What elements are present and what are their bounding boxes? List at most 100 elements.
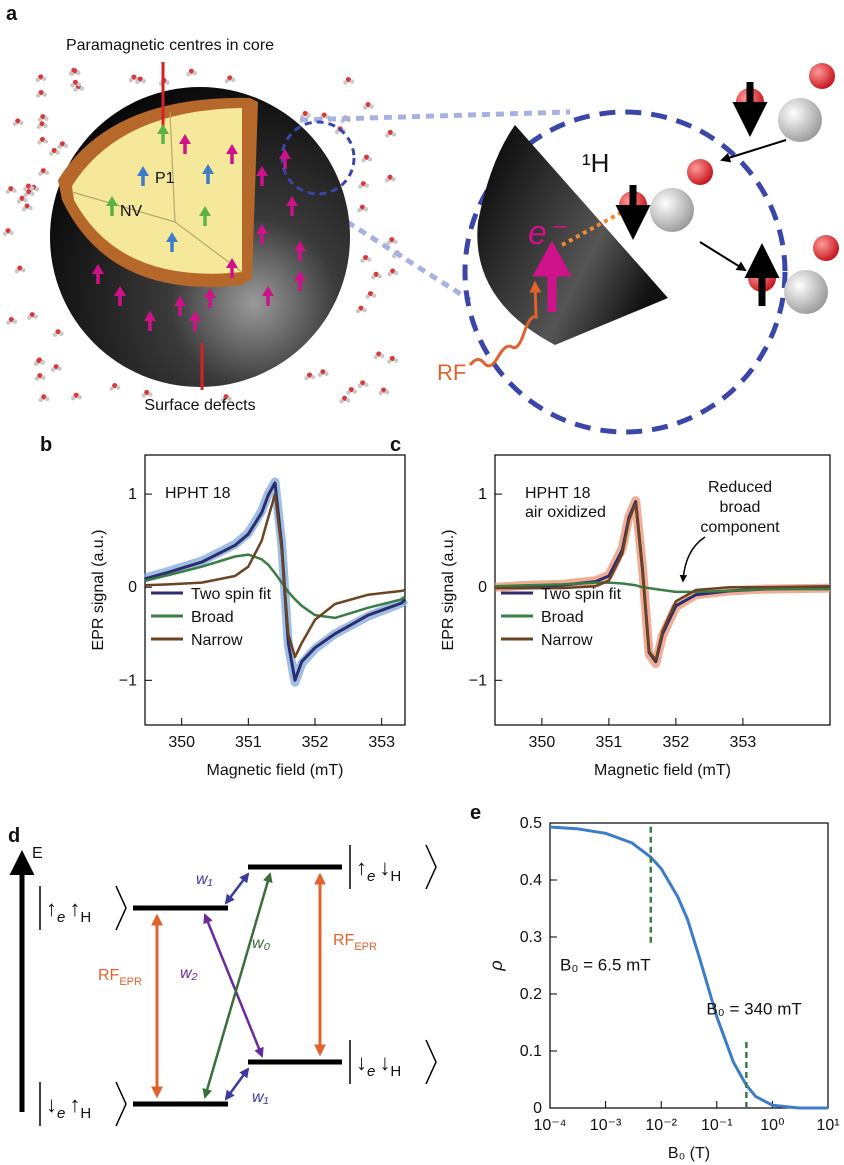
hydrogen (355, 309, 361, 314)
hydrogen (40, 360, 45, 365)
oxygen (29, 312, 35, 318)
x-tick-label: 10⁻¹ (701, 1117, 733, 1134)
spin-head (166, 232, 178, 242)
subscript: H (390, 868, 401, 885)
y-tick-label: 0 (533, 1100, 542, 1117)
subscript: H (390, 1063, 401, 1080)
spin-head (144, 311, 156, 321)
ket-bracket (425, 1039, 437, 1085)
hydrogen (33, 361, 39, 366)
hydrogen (306, 113, 311, 118)
spin-head (157, 124, 169, 134)
hydrogen (45, 396, 50, 402)
spin-head (114, 286, 126, 296)
rate-label: w₁ (196, 871, 213, 888)
hydrogen (57, 144, 62, 150)
hydrogen (186, 72, 191, 77)
rf-sub: EPR (354, 941, 377, 953)
ket: ↑e ↑H (46, 896, 91, 926)
hydrogen (380, 353, 385, 359)
oxygen (363, 154, 370, 160)
hydrogen (76, 70, 81, 76)
oxygen (59, 141, 66, 147)
hydrogen (135, 79, 140, 85)
hydrogen (55, 150, 60, 155)
hydrogen (12, 121, 17, 127)
hydrogen (28, 205, 33, 211)
exchange-arrow (699, 241, 747, 272)
charts: b 350 351 352 353 −1 0 1 Magnetic field (mT) EPR … (40, 434, 840, 1162)
subscript: e (367, 868, 375, 885)
rf-main: RF (333, 932, 355, 949)
hydrogen-atom (778, 98, 822, 142)
oxygen (72, 79, 79, 85)
subscript: e (57, 909, 65, 926)
oxygen (15, 118, 21, 124)
hydrogen (23, 198, 28, 203)
oxygen (8, 186, 14, 192)
legend-label: Two spin fit (191, 586, 272, 603)
annotation: HPHT 18 (165, 485, 231, 502)
proton-label: ¹H (582, 148, 609, 178)
hydrogen (57, 366, 62, 371)
oxygen-atom (687, 159, 713, 185)
oxygen (390, 268, 396, 274)
x-tick-label: 10⁰ (760, 1117, 784, 1134)
hydrogen (59, 331, 64, 336)
y-tick-label: 1 (478, 486, 487, 503)
legend-label: Narrow (541, 632, 593, 649)
hydrogen (34, 187, 40, 192)
hydrogen (44, 170, 50, 175)
hydrogen (357, 207, 362, 213)
spin-head (286, 196, 298, 206)
panel-d: d E w₁ w₁ w₂ w₀ RFEPR RFEPR ↑e ↑H↑e ↓H↓e ↓H… (8, 825, 437, 1127)
data-band (143, 477, 409, 687)
spin-arrows (92, 124, 306, 331)
x-tick-label: 350 (529, 734, 556, 751)
core-label: Paramagnetic centres in core (66, 37, 274, 54)
nv-label: NV (120, 203, 143, 220)
hydrogen (69, 71, 75, 77)
legend-label: Broad (541, 609, 584, 626)
hydrogen (35, 77, 40, 83)
y-tick-label: 0.5 (520, 815, 542, 832)
panel-a: a Paramagnetic centres in core Surface d… (2, 3, 839, 435)
oxygen (40, 114, 46, 120)
y-tick-label: −1 (119, 672, 137, 689)
oxygen (306, 372, 313, 378)
hydrogen (29, 191, 35, 196)
spin: ↑ (46, 896, 57, 921)
hydrogen (44, 116, 49, 121)
hydrogen (77, 395, 82, 400)
oxygen (358, 305, 364, 311)
panel-label: a (6, 3, 18, 25)
line (549, 825, 828, 1110)
rate-label: w₀ (252, 935, 271, 952)
spin-head (137, 166, 149, 176)
x-tick-label: 10¹ (816, 1117, 839, 1134)
oxygen (5, 228, 11, 234)
hydrogen (317, 372, 323, 378)
y-tick-label: 0 (128, 579, 137, 596)
states: ↑e ↑H↑e ↓H↓e ↓H↓e ↑H (39, 844, 437, 1127)
spin: ↓ (356, 1050, 367, 1075)
oxygen (376, 351, 382, 357)
zoom-circle (462, 109, 788, 435)
hydrogen (231, 77, 236, 83)
hydrogen (5, 189, 11, 194)
oxygen (188, 68, 195, 74)
hydrogen (227, 396, 232, 401)
x-tick-label: 352 (663, 734, 690, 751)
x-tick-label: 352 (302, 734, 329, 751)
p1-label: P1 (155, 170, 175, 187)
oxygen (36, 358, 42, 364)
hydrogen (128, 77, 134, 83)
oxygen (37, 373, 43, 379)
hydrogen (304, 375, 309, 381)
surface-label: Surface defects (144, 397, 255, 414)
hydrogen (357, 383, 362, 389)
oxygen (112, 383, 118, 389)
oxygen (39, 121, 45, 127)
oxygen (8, 316, 14, 323)
